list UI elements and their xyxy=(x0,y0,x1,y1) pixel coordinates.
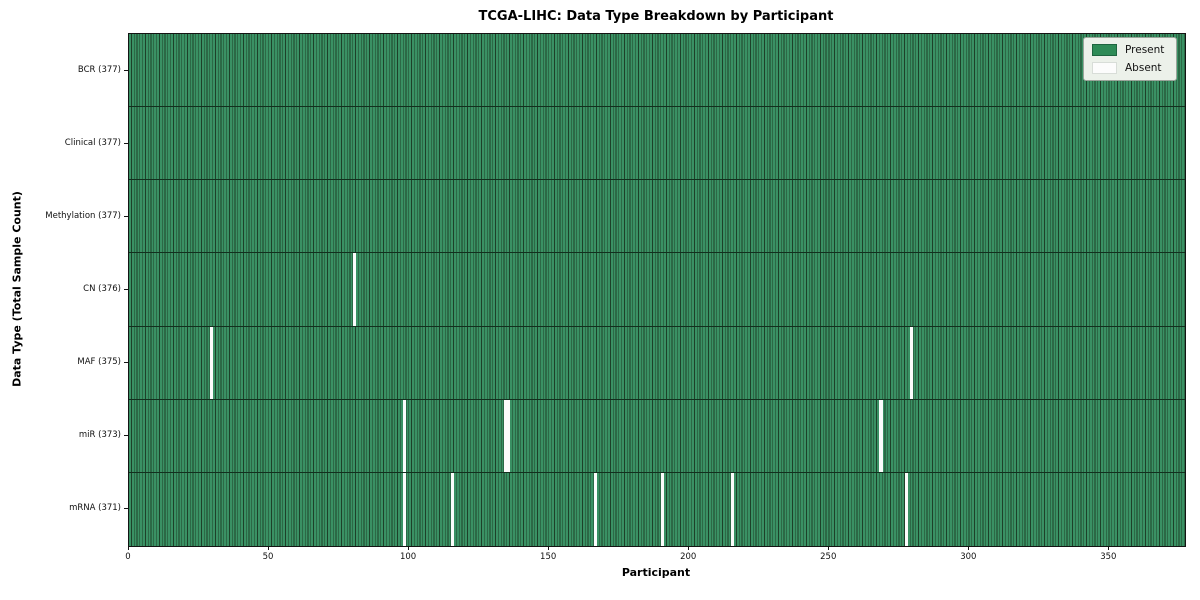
x-tick-mark xyxy=(268,546,270,550)
y-tick-mark xyxy=(124,215,128,217)
x-tick-label-0: 0 xyxy=(125,552,131,562)
x-tick-mark xyxy=(1108,546,1110,550)
heatmap-row-mRNA xyxy=(129,472,1185,546)
heatmap-row-Methylation xyxy=(129,180,1185,254)
absent-marker xyxy=(661,472,665,546)
heatmap-row-miR xyxy=(129,399,1185,473)
present-swatch-icon xyxy=(1092,44,1117,56)
x-tick-label-200: 200 xyxy=(680,552,697,562)
x-tick-label-50: 50 xyxy=(262,552,274,562)
y-tick-mark xyxy=(124,69,128,71)
x-tick-label-250: 250 xyxy=(820,552,837,562)
y-axis-label: Data Type (Total Sample Count) xyxy=(10,191,24,387)
absent-marker xyxy=(504,399,508,472)
y-tick-label-mRNA: mRNA (371) xyxy=(69,503,121,514)
y-tick-mark xyxy=(124,289,128,290)
legend-entry-present: Present xyxy=(1092,44,1168,56)
absent-marker xyxy=(210,326,214,399)
absent-marker xyxy=(403,399,407,472)
x-tick-label-100: 100 xyxy=(399,552,417,562)
y-tick-label-Methylation: Methylation (377) xyxy=(45,210,121,221)
chart-title: TCGA-LIHC: Data Type Breakdown by Partic… xyxy=(478,9,834,24)
heatmap-row-BCR xyxy=(129,34,1185,108)
absent-marker xyxy=(879,399,883,472)
y-tick-label-MAF: MAF (375) xyxy=(77,357,121,368)
y-tick-mark xyxy=(124,142,128,144)
legend-entry-absent: Absent xyxy=(1092,62,1168,74)
absent-marker xyxy=(904,472,908,546)
y-tick-mark xyxy=(124,362,128,364)
heatmap-row-MAF xyxy=(129,326,1185,400)
absent-marker xyxy=(910,326,914,399)
absent-marker xyxy=(593,472,597,546)
x-tick-mark xyxy=(548,546,550,550)
absent-marker xyxy=(731,472,735,546)
x-tick-label-300: 300 xyxy=(960,552,977,562)
y-tick-mark xyxy=(124,435,128,437)
y-tick-mark xyxy=(124,508,128,510)
x-tick-label-350: 350 xyxy=(1100,552,1117,562)
absent-swatch-icon xyxy=(1092,62,1117,74)
x-tick-mark xyxy=(828,546,830,550)
x-tick-label-150: 150 xyxy=(540,552,557,562)
absent-marker xyxy=(352,253,357,326)
absent-marker xyxy=(450,472,455,546)
x-tick-mark xyxy=(688,546,690,550)
legend: Present Absent xyxy=(1083,37,1177,81)
heatmap-row-Clinical xyxy=(129,107,1185,181)
y-tick-label-BCR: BCR (377) xyxy=(77,64,121,75)
absent-marker xyxy=(403,472,407,546)
heatmap-row-CN xyxy=(129,253,1185,327)
legend-label-absent: Absent xyxy=(1125,62,1162,74)
absent-marker xyxy=(506,399,511,472)
x-tick-mark xyxy=(128,546,129,550)
plot-area xyxy=(128,33,1186,547)
x-tick-mark xyxy=(968,546,970,550)
legend-label-present: Present xyxy=(1125,44,1165,56)
y-tick-label-CN: CN (376) xyxy=(83,284,121,294)
x-axis-label: Participant xyxy=(621,566,691,579)
y-tick-label-Clinical: Clinical (377) xyxy=(64,137,121,148)
y-tick-label-miR: miR (373) xyxy=(78,430,121,441)
x-tick-mark xyxy=(408,546,410,550)
